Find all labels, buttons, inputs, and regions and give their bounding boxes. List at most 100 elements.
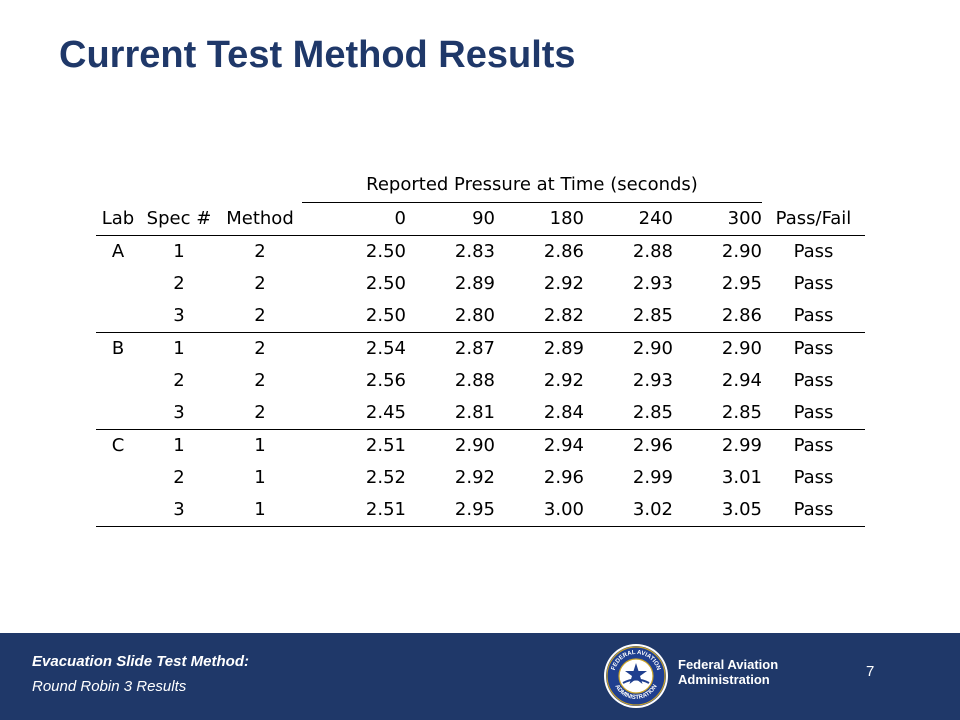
agency-name: Federal Aviation Administration (678, 657, 778, 687)
cell-pressure: 3.05 (673, 494, 762, 527)
cell-method: 1 (218, 494, 302, 527)
cell-pressure: 2.87 (454, 338, 495, 359)
footer-bar: Evacuation Slide Test Method: Round Robi… (0, 633, 960, 720)
cell-pressure: 2.54 (365, 338, 406, 359)
cell-spec: 1 (173, 435, 185, 456)
cell-method: 1 (254, 435, 266, 456)
cell-pressure: 2.95 (721, 273, 762, 294)
cell-lab (96, 268, 140, 300)
cell-pressure: 2.45 (302, 397, 406, 430)
cell-pressure: 2.90 (454, 435, 495, 456)
cell-pass-fail: Pass (793, 273, 834, 294)
page-number: 7 (866, 663, 875, 680)
cell-pressure: 2.50 (302, 300, 406, 333)
cell-pressure: 2.82 (495, 300, 584, 333)
results-table: Reported Pressure at Time (seconds) Lab … (96, 168, 865, 527)
cell-pressure: 2.93 (632, 273, 673, 294)
faa-seal-icon: FEDERAL AVIATION ADMINISTRATION (604, 644, 668, 708)
cell-method: 2 (254, 273, 266, 294)
cell-pressure: 2.99 (632, 467, 673, 488)
cell-pressure: 2.86 (543, 241, 584, 262)
cell-pressure: 2.52 (365, 467, 406, 488)
cell-method: 2 (218, 300, 302, 333)
cell-spec: 2 (173, 370, 185, 391)
footer-subtitle: Round Robin 3 Results (32, 678, 187, 695)
cell-pass-fail: Pass (762, 300, 865, 333)
slide-title: Current Test Method Results (59, 34, 576, 76)
column-header-time-0: 0 (302, 202, 406, 236)
cell-lab (96, 365, 140, 397)
cell-lab: B (111, 338, 125, 359)
cell-pressure: 2.88 (632, 241, 673, 262)
table-row: 2 2 2.56 2.88 2.92 2.93 2.94 Pass (96, 365, 865, 397)
table-row: C 1 1 2.51 2.90 2.94 2.96 2.99 Pass (96, 430, 865, 463)
footer-title: Evacuation Slide Test Method: (32, 653, 249, 670)
cell-pressure: 2.85 (673, 397, 762, 430)
cell-pressure: 2.80 (406, 300, 495, 333)
cell-pressure: 2.92 (454, 467, 495, 488)
cell-pressure: 3.02 (584, 494, 673, 527)
cell-lab (96, 494, 140, 527)
cell-pressure: 2.84 (495, 397, 584, 430)
cell-pressure: 2.89 (543, 338, 584, 359)
cell-pressure: 3.01 (721, 467, 762, 488)
cell-method: 2 (218, 397, 302, 430)
cell-lab (96, 397, 140, 430)
cell-pressure: 2.96 (543, 467, 584, 488)
cell-spec: 3 (140, 397, 218, 430)
cell-pressure: 2.89 (454, 273, 495, 294)
cell-pressure: 2.50 (365, 241, 406, 262)
cell-pressure: 2.96 (632, 435, 673, 456)
cell-spec: 1 (173, 241, 185, 262)
cell-pressure: 2.56 (365, 370, 406, 391)
cell-pressure: 2.85 (584, 300, 673, 333)
cell-pass-fail: Pass (762, 494, 865, 527)
cell-pressure: 2.51 (365, 435, 406, 456)
table-row: 2 1 2.52 2.92 2.96 2.99 3.01 Pass (96, 462, 865, 494)
cell-lab (96, 462, 140, 494)
column-header-time-90: 90 (406, 202, 495, 236)
cell-pressure: 2.93 (632, 370, 673, 391)
cell-pressure: 2.99 (721, 435, 762, 456)
cell-pressure: 2.92 (543, 370, 584, 391)
cell-method: 2 (254, 370, 266, 391)
cell-pressure: 2.50 (365, 273, 406, 294)
cell-spec: 2 (173, 467, 185, 488)
cell-pressure: 2.83 (454, 241, 495, 262)
cell-pass-fail: Pass (793, 370, 834, 391)
cell-pressure: 2.94 (721, 370, 762, 391)
table-row: 2 2 2.50 2.89 2.92 2.93 2.95 Pass (96, 268, 865, 300)
table-row: 3 2 2.50 2.80 2.82 2.85 2.86 Pass (96, 300, 865, 333)
cell-pass-fail: Pass (793, 338, 834, 359)
cell-lab: C (111, 435, 125, 456)
cell-pressure: 2.95 (406, 494, 495, 527)
cell-pass-fail: Pass (793, 435, 834, 456)
cell-pressure: 2.85 (584, 397, 673, 430)
column-header-spec: Spec # (140, 202, 218, 236)
column-header-time-180: 180 (495, 202, 584, 236)
cell-spec: 3 (140, 300, 218, 333)
cell-pass-fail: Pass (762, 397, 865, 430)
table-row: 3 2 2.45 2.81 2.84 2.85 2.85 Pass (96, 397, 865, 430)
column-header-row: Lab Spec # Method 0 90 180 240 300 Pass/… (96, 202, 865, 236)
group-header-row: Reported Pressure at Time (seconds) (96, 168, 865, 203)
cell-method: 2 (254, 241, 266, 262)
agency-line-2: Administration (678, 672, 770, 687)
cell-method: 1 (254, 467, 266, 488)
cell-pressure: 2.88 (454, 370, 495, 391)
cell-pressure: 2.92 (543, 273, 584, 294)
cell-pressure: 2.90 (721, 338, 762, 359)
agency-line-1: Federal Aviation (678, 657, 779, 672)
cell-spec: 1 (173, 338, 185, 359)
cell-lab (96, 300, 140, 333)
column-header-time-240: 240 (584, 202, 673, 236)
cell-method: 2 (254, 338, 266, 359)
cell-lab: A (111, 241, 125, 262)
cell-pass-fail: Pass (793, 241, 834, 262)
column-header-method: Method (218, 202, 302, 236)
cell-pressure: 2.90 (632, 338, 673, 359)
cell-spec: 3 (140, 494, 218, 527)
column-header-lab: Lab (96, 202, 140, 236)
cell-pass-fail: Pass (793, 467, 834, 488)
cell-pressure: 2.51 (302, 494, 406, 527)
